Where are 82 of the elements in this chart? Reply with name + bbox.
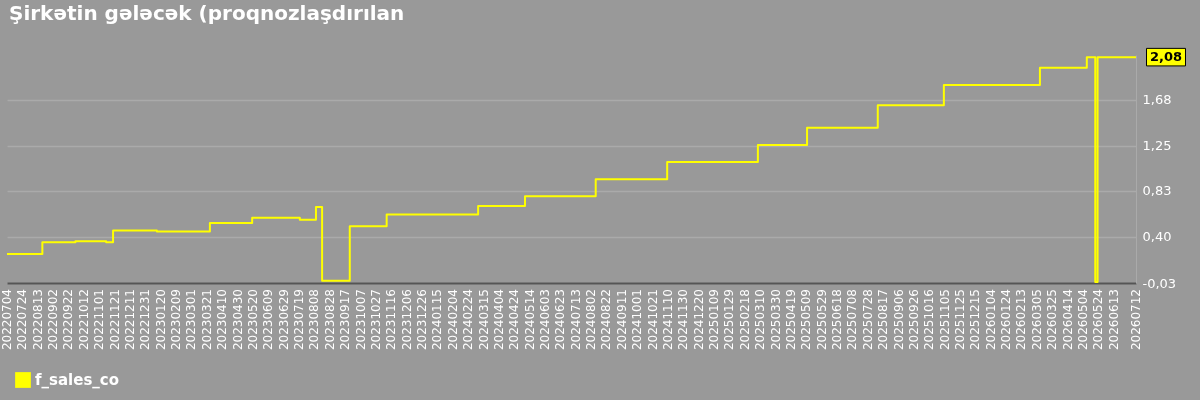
x-tick-label: 20230301: [184, 289, 199, 351]
x-tick-label: 20231206: [399, 289, 414, 351]
x-tick-label: 20220704: [0, 289, 14, 351]
x-tick-label: 20260124: [999, 289, 1014, 351]
x-tick-label: 20221121: [107, 289, 122, 351]
x-tick-label: 20260325: [1045, 289, 1060, 351]
x-tick-label: 20230430: [230, 289, 245, 351]
x-tick-label: 20240115: [430, 289, 445, 351]
x-tick-label: 20241001: [630, 289, 645, 351]
x-tick-label: 20240404: [491, 289, 506, 351]
x-tick-label: 20231027: [368, 289, 383, 351]
x-tick-label: 20250509: [799, 289, 814, 351]
x-tick-label: 20240224: [461, 289, 476, 351]
chart-title: Şirkətin gələcək (proqnozlaşdırılan: [9, 1, 405, 26]
x-tick-label: 20230719: [292, 289, 307, 351]
x-tick-label: 20240315: [476, 289, 491, 351]
x-tick-label: 20260524: [1091, 289, 1106, 351]
x-tick-label: 20250109: [707, 289, 722, 351]
x-tick-label: 20230209: [169, 289, 184, 351]
y-tick-label: 1,25: [1142, 138, 1172, 154]
x-tick-label: 20260213: [1014, 289, 1029, 351]
x-tick-label: 20260414: [1060, 289, 1075, 351]
x-tick-label: 20260104: [983, 289, 998, 351]
x-tick-label: 20250529: [814, 289, 829, 351]
x-tick-label: 20231116: [384, 289, 399, 351]
y-tick-label: 0,40: [1142, 229, 1172, 245]
x-tick-label: 20250728: [860, 289, 875, 351]
x-tick-label: 20240623: [553, 289, 568, 351]
x-tick-label: 20250708: [845, 289, 860, 351]
y-tick-label: -0,03: [1142, 275, 1177, 291]
x-tick-label: 20230828: [322, 289, 337, 351]
x-tick-label: 20240802: [584, 289, 599, 351]
x-tick-label: 20231226: [415, 289, 430, 351]
x-tick-label: 20250906: [891, 289, 906, 351]
x-tick-label: 20250419: [783, 289, 798, 351]
x-tick-label: 20251105: [937, 289, 952, 351]
x-tick-label: 20220724: [15, 289, 30, 351]
x-tick-label: 20240603: [537, 289, 552, 351]
x-tick-label: 20250310: [753, 289, 768, 351]
x-tick-label: 20250129: [722, 289, 737, 351]
x-tick-label: 20240514: [522, 289, 537, 351]
x-tick-label: 20230917: [338, 289, 353, 351]
x-tick-label: 20250926: [906, 289, 921, 351]
x-tick-label: 20250618: [830, 289, 845, 351]
x-tick-label: 20231007: [353, 289, 368, 351]
x-tick-label: 20241130: [676, 289, 691, 351]
legend-label: f_sales_co: [35, 371, 120, 389]
x-tick-label: 20220922: [61, 289, 76, 351]
x-tick-label: 20240204: [445, 289, 460, 351]
x-tick-label: 20260712: [1129, 289, 1143, 351]
x-tick-label: 20260305: [1029, 289, 1044, 351]
x-tick-label: 20250817: [876, 289, 891, 351]
y-tick-label: 0,83: [1142, 183, 1172, 199]
x-tick-label: 20221211: [122, 289, 137, 351]
x-tick-label: 20230609: [261, 289, 276, 351]
x-tick-label: 20230120: [153, 289, 168, 351]
x-tick-label: 20260504: [1075, 289, 1090, 351]
y-tick-label: 1,68: [1142, 92, 1172, 108]
x-tick-label: 20241220: [691, 289, 706, 351]
x-tick-label: 20241110: [660, 289, 675, 351]
x-tick-label: 20230808: [307, 289, 322, 351]
x-tick-label: 20241021: [645, 289, 660, 351]
x-tick-label: 20221012: [76, 289, 91, 351]
x-tick-label: 20221101: [92, 289, 107, 351]
x-tick-label: 20240822: [599, 289, 614, 351]
x-tick-label: 20250330: [768, 289, 783, 351]
x-tick-label: 20240911: [614, 289, 629, 351]
annotation: 2,08: [1149, 49, 1183, 65]
x-tick-label: 20221231: [138, 289, 153, 351]
x-tick-label: 20220813: [30, 289, 45, 351]
x-tick-label: 20251215: [968, 289, 983, 351]
x-tick-label: 20251125: [953, 289, 967, 351]
x-tick-label: 20250218: [737, 289, 752, 351]
x-tick-label: 20230520: [245, 289, 260, 351]
x-tick-label: 20251016: [922, 289, 937, 351]
x-tick-label: 20240713: [568, 289, 583, 351]
x-tick-label: 20230410: [215, 289, 230, 351]
x-tick-label: 20240424: [507, 289, 522, 351]
x-tick-label: 20230321: [199, 289, 214, 351]
x-tick-label: 20220902: [46, 289, 61, 351]
x-tick-label: 20230629: [276, 289, 291, 351]
x-tick-label: 20260613: [1106, 289, 1121, 351]
